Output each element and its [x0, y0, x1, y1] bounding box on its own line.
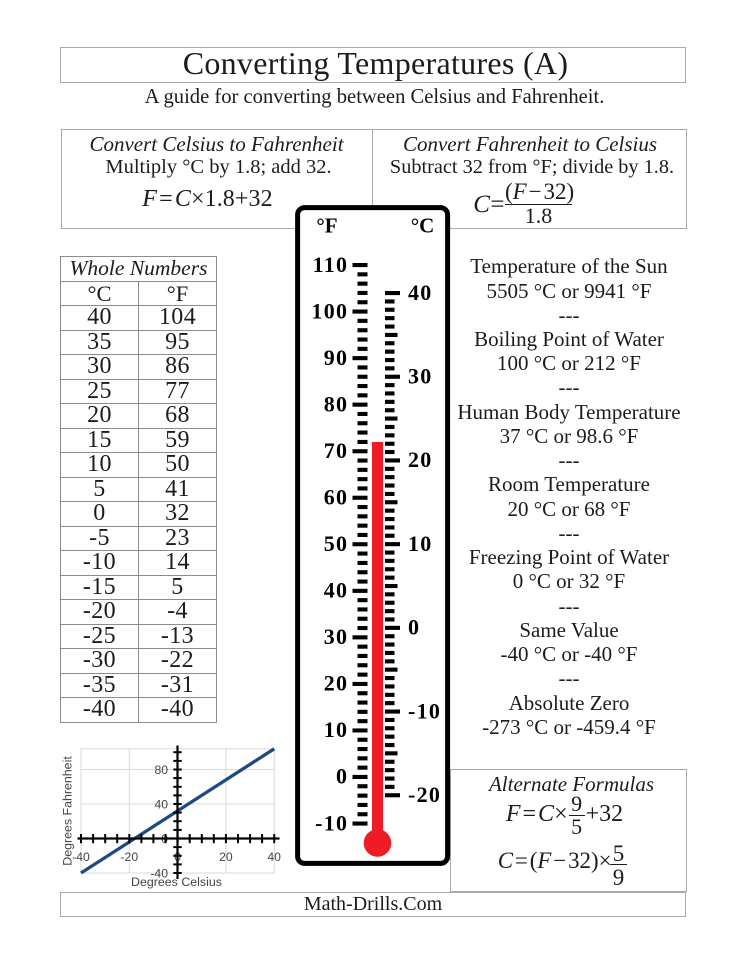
svg-text:40: 40 — [154, 797, 168, 811]
svg-text:0: 0 — [408, 615, 420, 640]
svg-text:20: 20 — [324, 671, 349, 696]
svg-text:40: 40 — [408, 280, 433, 305]
svg-text:10: 10 — [324, 717, 349, 742]
svg-text:0: 0 — [336, 764, 348, 789]
svg-text:30: 30 — [408, 364, 433, 389]
svg-text:-20: -20 — [408, 782, 441, 807]
svg-text:10: 10 — [408, 531, 433, 556]
svg-text:70: 70 — [324, 438, 349, 463]
svg-text:80: 80 — [154, 763, 168, 777]
svg-text:40: 40 — [324, 578, 349, 603]
svg-text:°F: °F — [316, 214, 337, 238]
svg-text:100: 100 — [311, 298, 348, 323]
svg-text:-10: -10 — [315, 810, 348, 835]
svg-text:-10: -10 — [408, 698, 441, 723]
svg-text:30: 30 — [324, 624, 349, 649]
svg-text:90: 90 — [324, 345, 349, 370]
svg-text:20: 20 — [219, 850, 233, 864]
svg-text:°C: °C — [411, 214, 435, 238]
svg-text:80: 80 — [324, 391, 349, 416]
svg-text:20: 20 — [408, 447, 433, 472]
svg-text:-40: -40 — [150, 866, 168, 880]
svg-text:60: 60 — [324, 485, 349, 510]
svg-text:Degrees Fahrenheit: Degrees Fahrenheit — [61, 756, 75, 866]
svg-text:50: 50 — [324, 531, 349, 556]
svg-text:110: 110 — [313, 252, 349, 277]
svg-text:40: 40 — [267, 850, 281, 864]
svg-text:-20: -20 — [120, 850, 138, 864]
svg-text:Degrees Celsius: Degrees Celsius — [131, 875, 222, 889]
svg-text:-40: -40 — [72, 850, 90, 864]
